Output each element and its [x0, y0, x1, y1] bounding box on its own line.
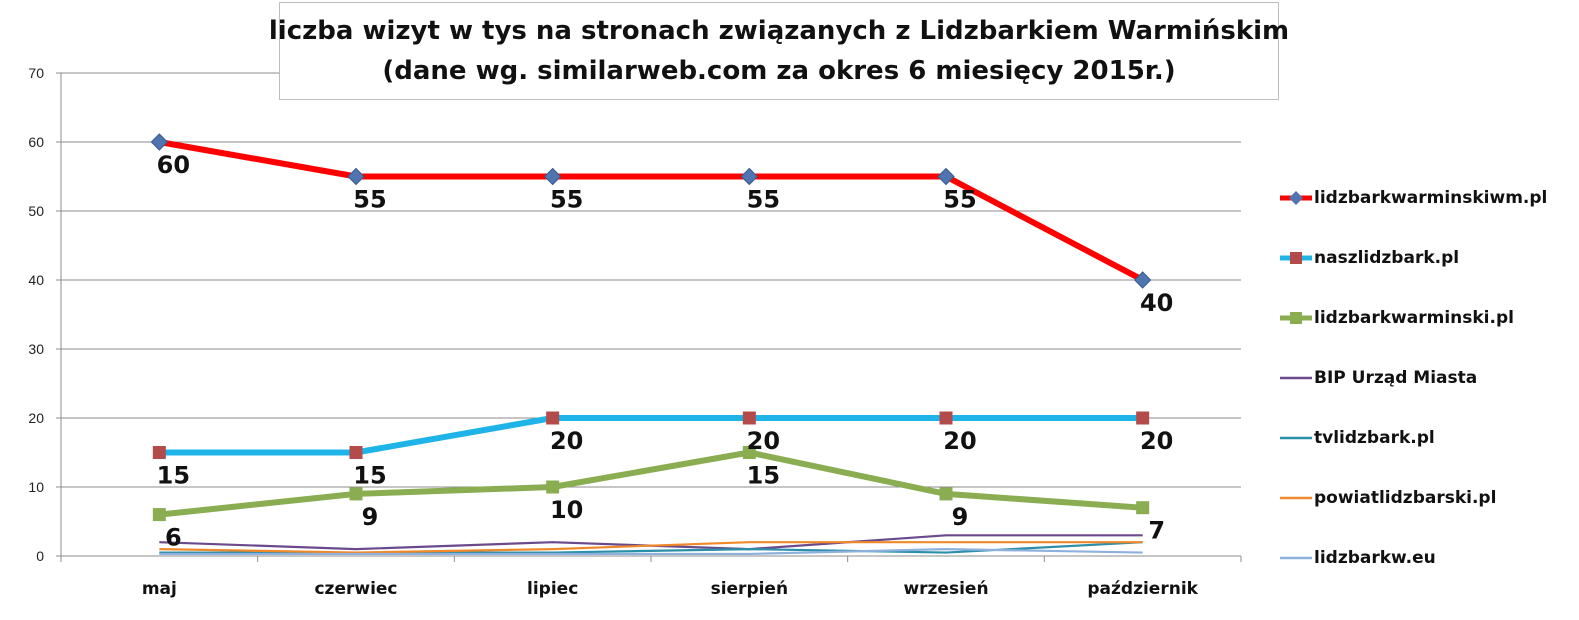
legend-item: lidzbarkwarminskiwm.pl: [1280, 168, 1547, 228]
data-point: [742, 446, 756, 459]
y-tick-label: 0: [36, 548, 44, 564]
data-label: 20: [747, 427, 780, 455]
chart-subtitle: (dane wg. similarweb.com za okres 6 mies…: [382, 56, 1176, 86]
data-point: [347, 167, 365, 186]
series-line: [159, 541, 1143, 554]
legend-item: tvlidzbark.pl: [1280, 408, 1547, 468]
data-label: 15: [747, 462, 780, 490]
legend-swatch: [1280, 312, 1312, 324]
legend-swatch: [1280, 191, 1312, 205]
legend-swatch: [1280, 376, 1312, 380]
legend-item: BIP Urząd Miasta: [1280, 348, 1547, 408]
y-tick-label: 50: [28, 203, 44, 219]
data-point: [1136, 501, 1150, 515]
legend-label: lidzbarkw.eu: [1314, 548, 1436, 568]
legend-label: powiatlidzbarski.pl: [1314, 488, 1497, 508]
legend-marker: [1290, 312, 1302, 324]
data-point: [939, 411, 953, 425]
legend-label: naszlidzbark.pl: [1314, 248, 1460, 268]
y-tick-label: 20: [28, 410, 44, 426]
chart-title-box: liczba wizyt w tys na stronach związanyc…: [269, 2, 1289, 100]
data-label: 10: [550, 496, 583, 524]
x-tick-label: czerwiec: [314, 579, 397, 599]
legend-swatch: [1280, 252, 1312, 264]
x-tick-label: lipiec: [527, 579, 578, 599]
legend-marker: [1289, 191, 1303, 205]
data-point: [152, 508, 166, 522]
data-point: [1133, 271, 1152, 289]
data-label: 55: [943, 186, 976, 214]
y-tick-label: 60: [28, 134, 44, 150]
data-point: [937, 167, 955, 186]
series-line: [159, 547, 1143, 556]
legend-label: lidzbarkwarminskiwm.pl: [1314, 188, 1548, 208]
data-point: [349, 487, 363, 501]
chart-title: liczba wizyt w tys na stronach związanyc…: [268, 16, 1290, 46]
y-tick-label: 70: [28, 65, 44, 81]
data-label: 6: [165, 524, 182, 552]
data-label: 40: [1140, 289, 1173, 317]
data-label: 9: [952, 503, 969, 531]
series-line: [159, 415, 1143, 456]
legend-item: lidzbarkwarminski.pl: [1280, 288, 1547, 348]
y-tick-label: 10: [28, 479, 44, 495]
data-label: 7: [1148, 517, 1165, 545]
x-tick-label: sierpień: [711, 579, 789, 599]
data-label: 55: [353, 186, 386, 214]
legend-label: BIP Urząd Miasta: [1314, 368, 1478, 388]
x-tick-label: wrzesień: [903, 579, 988, 599]
data-point: [546, 411, 560, 425]
data-point: [349, 446, 363, 459]
x-tick-label: maj: [142, 579, 177, 599]
series-line: [159, 449, 1143, 518]
data-point: [1136, 411, 1150, 425]
data-label: 55: [550, 186, 583, 214]
legend-marker: [1290, 252, 1302, 264]
data-label: 9: [362, 503, 379, 531]
data-point: [546, 480, 560, 494]
data-label: 20: [943, 427, 976, 455]
data-point: [152, 446, 166, 459]
legend-swatch: [1280, 436, 1312, 440]
data-label: 55: [747, 186, 780, 214]
data-label: 15: [353, 462, 386, 490]
data-point: [742, 411, 756, 425]
data-point: [543, 167, 562, 186]
data-point: [939, 487, 953, 501]
legend-swatch: [1280, 556, 1312, 560]
x-tick-label: październik: [1087, 579, 1198, 599]
y-tick-label: 40: [28, 272, 44, 288]
legend-label: tvlidzbark.pl: [1314, 428, 1435, 448]
data-point: [740, 167, 759, 186]
series-line: [158, 139, 1145, 283]
data-label: 20: [1140, 427, 1173, 455]
legend-label: lidzbarkwarminski.pl: [1314, 308, 1514, 328]
data-label: 60: [157, 151, 190, 179]
data-point: [150, 133, 169, 151]
y-tick-label: 30: [28, 341, 44, 357]
data-label: 20: [550, 427, 583, 455]
data-label: 15: [157, 462, 190, 490]
chart-legend: lidzbarkwarminskiwm.pl naszlidzbark.pl lid…: [1280, 168, 1547, 588]
legend-item: lidzbarkw.eu: [1280, 528, 1547, 588]
legend-swatch: [1280, 496, 1312, 500]
legend-item: naszlidzbark.pl: [1280, 228, 1547, 288]
legend-item: powiatlidzbarski.pl: [1280, 468, 1547, 528]
